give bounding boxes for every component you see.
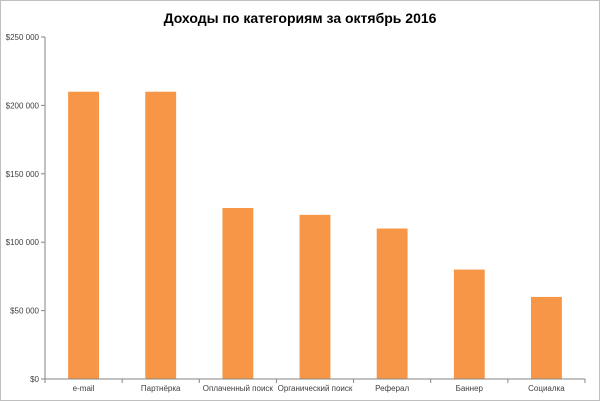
bar (376, 228, 408, 379)
x-tick-label: Баннер (456, 384, 484, 393)
y-axis: $0 $50 000 $100 000 $150 000 $200 000 $250 00… (6, 33, 46, 384)
bar (299, 214, 331, 379)
x-axis: e-mail Партнёрка Оплаченный поиск Органичес… (44, 378, 586, 393)
bar (222, 208, 254, 379)
x-tick-label: e-mail (73, 384, 95, 393)
bar (145, 91, 177, 379)
x-tick-label: Партнёрка (141, 384, 181, 393)
chart-title: Доходы по категориям за октябрь 2016 (163, 10, 437, 26)
bar (68, 91, 99, 379)
bars (68, 91, 562, 379)
y-tick-label: $50 000 (10, 307, 39, 316)
bar (453, 269, 485, 379)
y-tick-label: $150 000 (6, 170, 40, 179)
x-tick-label: Реферал (375, 384, 409, 393)
x-tick-label: Социалка (528, 384, 565, 393)
y-tick-label: $250 000 (6, 33, 40, 42)
y-tick-label: $0 (30, 375, 39, 384)
y-tick-label: $100 000 (6, 238, 40, 247)
x-tick-label: Оплаченный поиск (203, 384, 274, 393)
y-tick-label: $200 000 (6, 101, 40, 110)
bar (531, 296, 562, 379)
x-tick-label: Органический поиск (278, 384, 353, 393)
